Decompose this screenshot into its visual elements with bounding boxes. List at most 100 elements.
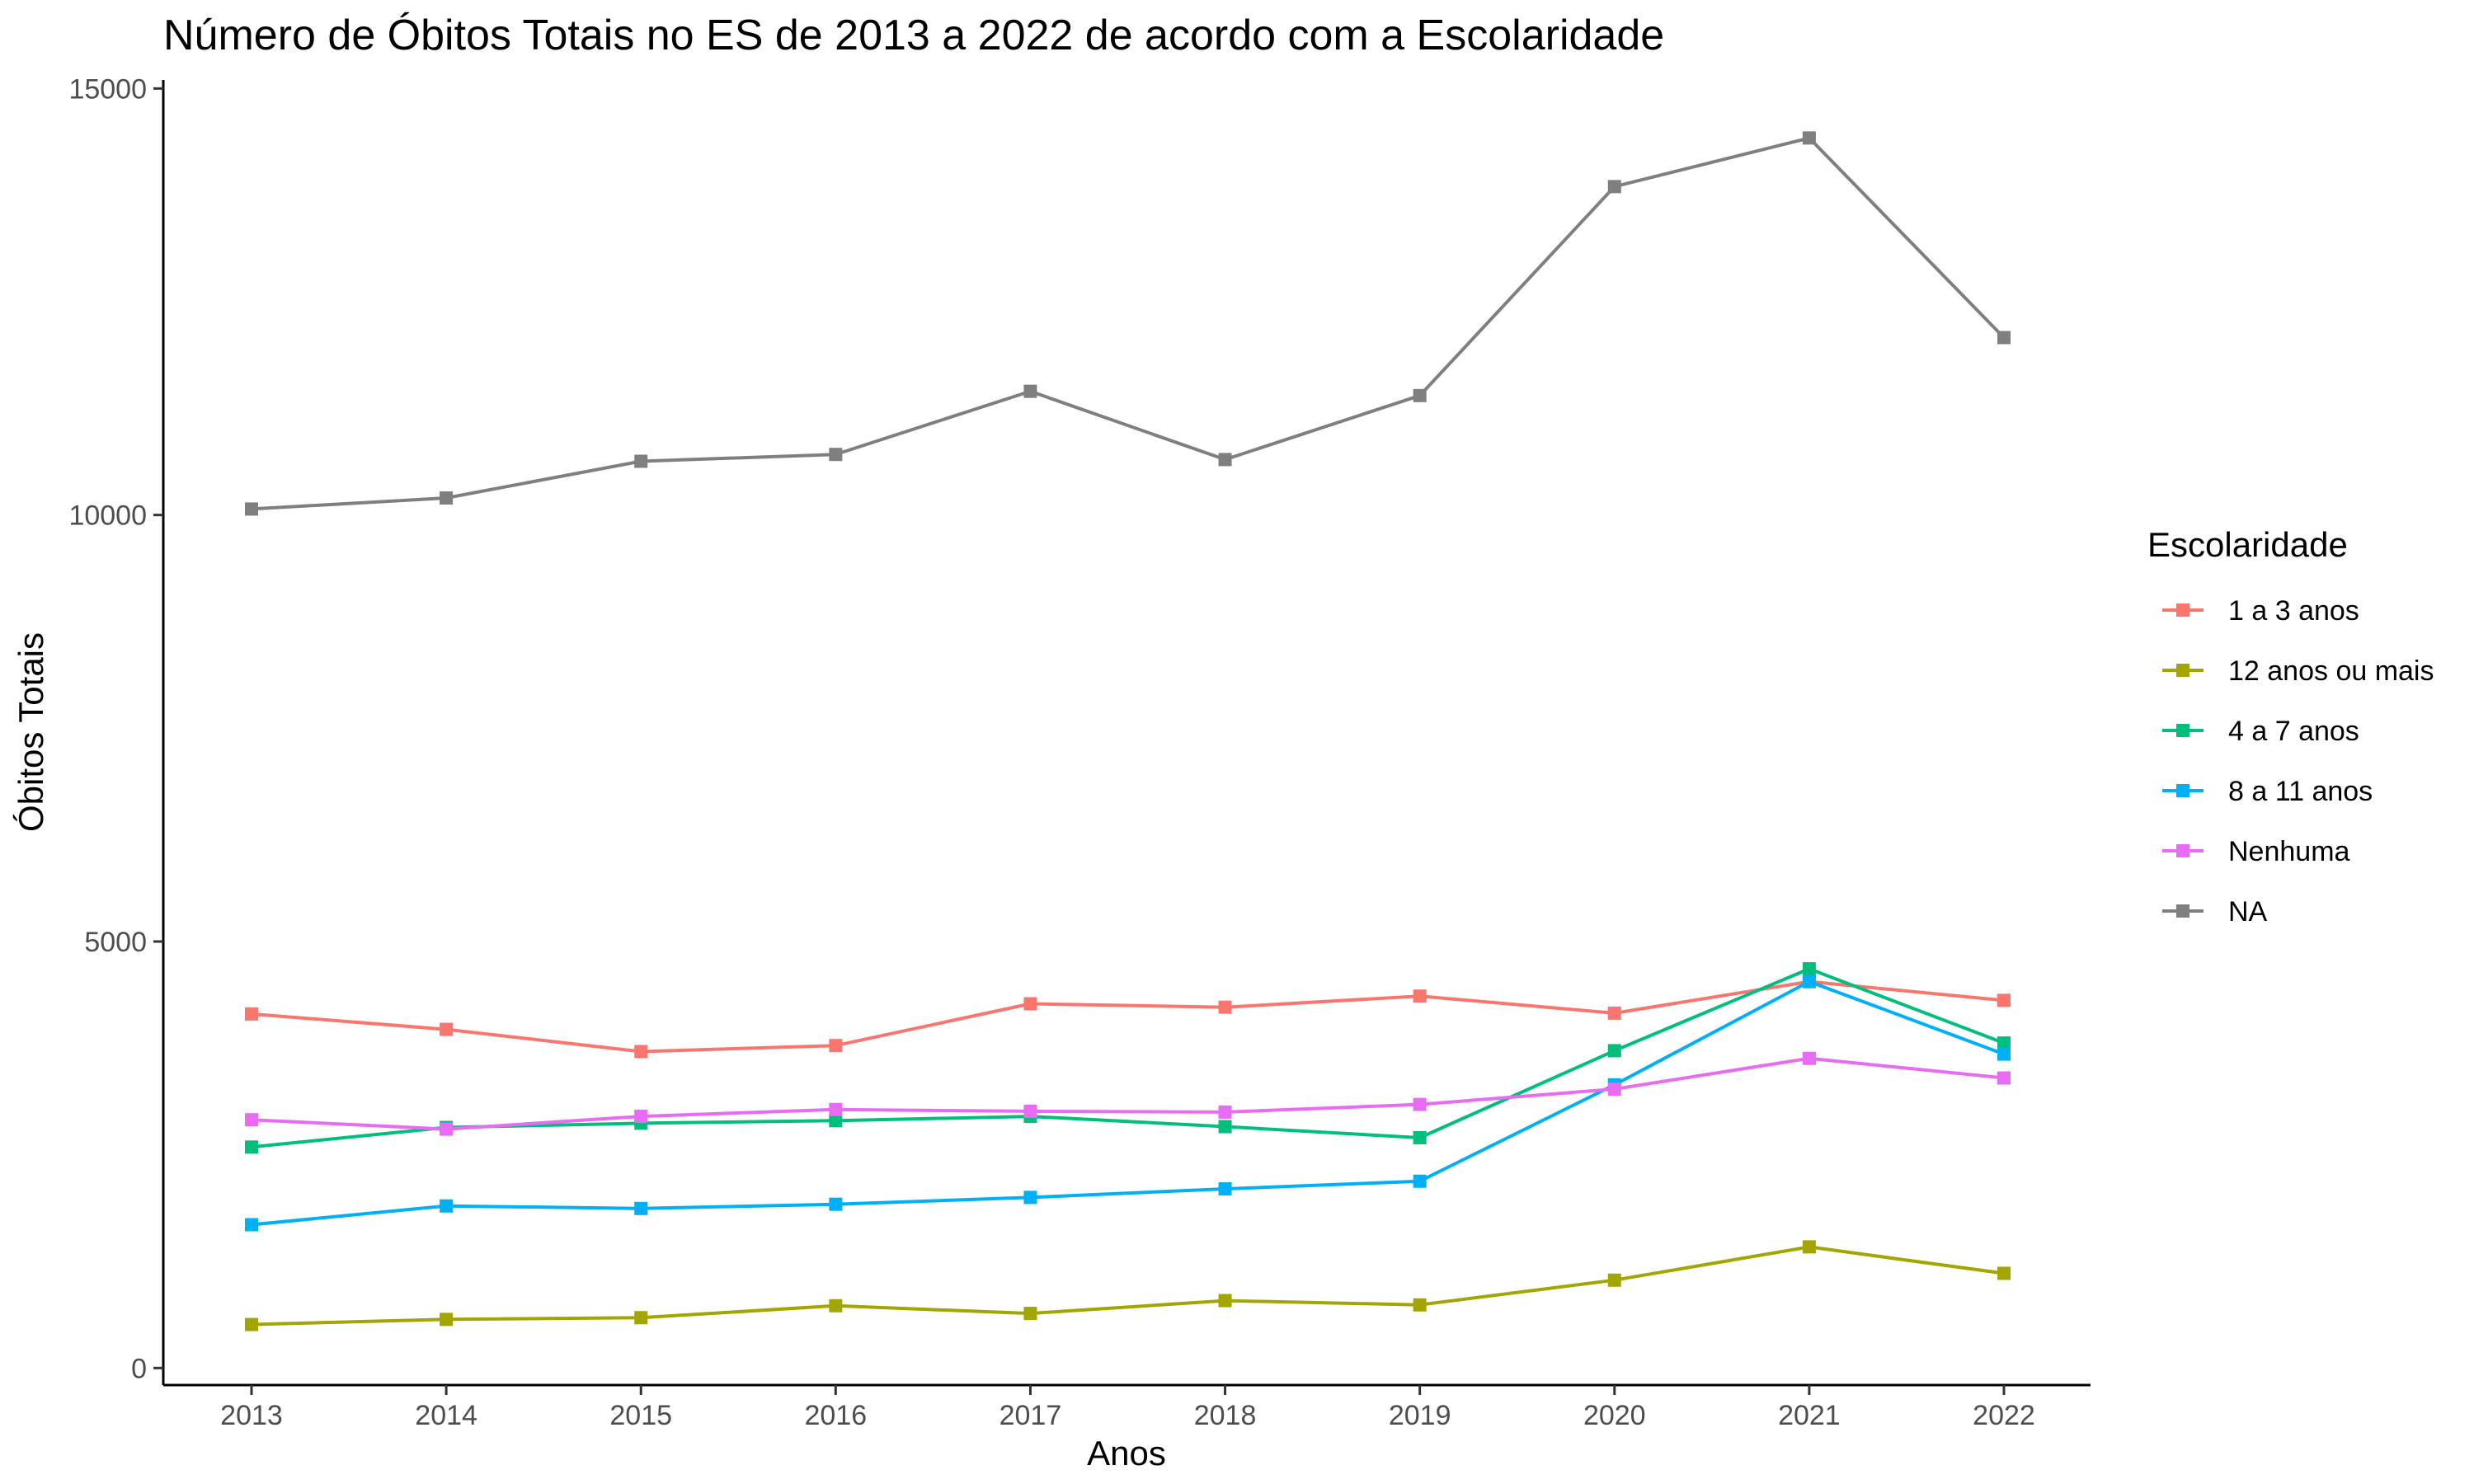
legend: Escolaridade 1 a 3 anos 12 anos ou mais 4 … xyxy=(2147,525,2434,928)
x-tick-label: 2014 xyxy=(415,1400,477,1431)
data-point xyxy=(1607,1273,1621,1287)
y-tick-label: 0 xyxy=(131,1353,147,1384)
data-point xyxy=(1413,989,1427,1003)
data-point xyxy=(1997,993,2011,1007)
legend-items: 1 a 3 anos 12 anos ou mais 4 a 7 anos 8 a 1… xyxy=(2162,595,2434,928)
data-point xyxy=(245,1140,258,1154)
legend-item: 1 a 3 anos xyxy=(2162,595,2359,627)
data-point xyxy=(1023,1190,1037,1205)
legend-label: 8 a 11 anos xyxy=(2228,776,2373,807)
data-point xyxy=(1218,1120,1232,1134)
x-tick-label: 2022 xyxy=(1973,1400,2035,1431)
series-line xyxy=(251,967,2005,1149)
data-point xyxy=(1218,1000,1232,1014)
legend-item: 4 a 7 anos xyxy=(2162,716,2359,747)
legend-item: 12 anos ou mais xyxy=(2162,655,2434,687)
x-axis-ticks: 2013 2014 2015 2016 2017 2018 2019 2020 2021 2022 xyxy=(220,1385,2035,1431)
x-tick-label: 2020 xyxy=(1583,1400,1646,1431)
data-point xyxy=(245,1317,258,1331)
data-point xyxy=(1802,1051,1816,1065)
series-line xyxy=(251,1245,2005,1327)
y-axis-ticks: 0 5000 10000 15000 xyxy=(68,73,163,1384)
data-point xyxy=(245,1113,258,1127)
data-point xyxy=(1413,388,1427,402)
x-tick-label: 2015 xyxy=(609,1400,672,1431)
legend-item: Nenhuma xyxy=(2162,836,2350,867)
data-point xyxy=(829,448,843,462)
data-point xyxy=(245,502,258,516)
legend-marker xyxy=(2176,844,2189,857)
legend-item: 8 a 11 anos xyxy=(2162,776,2373,807)
data-point xyxy=(1607,180,1621,194)
data-point xyxy=(440,1313,454,1327)
data-point xyxy=(1023,1104,1037,1118)
legend-item: NA xyxy=(2162,896,2268,928)
data-point xyxy=(1997,1266,2011,1280)
data-point xyxy=(1023,1307,1037,1321)
data-point xyxy=(829,1039,843,1053)
legend-label: 4 a 7 anos xyxy=(2228,716,2359,747)
data-point xyxy=(829,1114,843,1128)
series-line xyxy=(251,136,2006,511)
data-point xyxy=(634,1201,648,1215)
data-point xyxy=(1413,1174,1427,1188)
data-point xyxy=(1413,1130,1427,1144)
legend-label: 12 anos ou mais xyxy=(2228,655,2434,687)
x-tick-label: 2021 xyxy=(1778,1400,1841,1431)
legend-label: 1 a 3 anos xyxy=(2228,595,2359,627)
legend-marker xyxy=(2176,724,2189,737)
data-point xyxy=(829,1102,843,1116)
data-point xyxy=(1802,974,1816,989)
x-axis-title: Anos xyxy=(1087,1434,1166,1472)
series-layer xyxy=(245,131,2011,1331)
x-tick-label: 2013 xyxy=(220,1400,283,1431)
data-point xyxy=(440,491,454,505)
data-point xyxy=(1802,131,1816,145)
legend-marker xyxy=(2176,904,2189,918)
x-tick-label: 2017 xyxy=(999,1400,1062,1431)
data-point xyxy=(1218,1294,1232,1308)
data-point xyxy=(634,1110,648,1124)
series-group xyxy=(245,131,2011,516)
legend-label: Nenhuma xyxy=(2228,836,2350,867)
y-tick-label: 10000 xyxy=(68,500,147,532)
y-tick-label: 15000 xyxy=(68,73,147,105)
series-line xyxy=(251,1056,2005,1131)
data-point xyxy=(1997,331,2011,345)
x-tick-label: 2016 xyxy=(805,1400,868,1431)
x-tick-label: 2018 xyxy=(1194,1400,1257,1431)
data-point xyxy=(1023,384,1037,398)
data-point xyxy=(1607,1044,1621,1058)
data-point xyxy=(1997,1071,2011,1085)
data-point xyxy=(1413,1097,1427,1111)
chart-title: Número de Óbitos Totais no ES de 2013 a … xyxy=(163,12,1664,59)
data-point xyxy=(1218,1182,1232,1196)
data-point xyxy=(440,1122,454,1136)
legend-marker xyxy=(2176,784,2189,797)
data-point xyxy=(1607,1006,1621,1020)
legend-marker xyxy=(2176,603,2189,617)
data-point xyxy=(1802,962,1816,976)
data-point xyxy=(1413,1298,1427,1312)
legend-title: Escolaridade xyxy=(2147,525,2348,564)
series-group xyxy=(245,1240,2011,1331)
data-point xyxy=(1607,1082,1621,1096)
data-point xyxy=(634,1311,648,1325)
y-tick-label: 5000 xyxy=(84,927,147,958)
data-point xyxy=(1218,1105,1232,1119)
legend-label: NA xyxy=(2228,896,2268,928)
data-point xyxy=(1997,1047,2011,1061)
data-point xyxy=(1023,997,1037,1011)
legend-marker xyxy=(2176,664,2189,677)
x-tick-label: 2019 xyxy=(1389,1400,1451,1431)
data-point xyxy=(634,1045,648,1059)
y-axis-title: Óbitos Totais xyxy=(12,632,50,832)
series-group xyxy=(245,1051,2011,1136)
data-point xyxy=(440,1022,454,1036)
data-point xyxy=(245,1007,258,1021)
series-line xyxy=(251,979,2005,1227)
data-point xyxy=(829,1298,843,1313)
